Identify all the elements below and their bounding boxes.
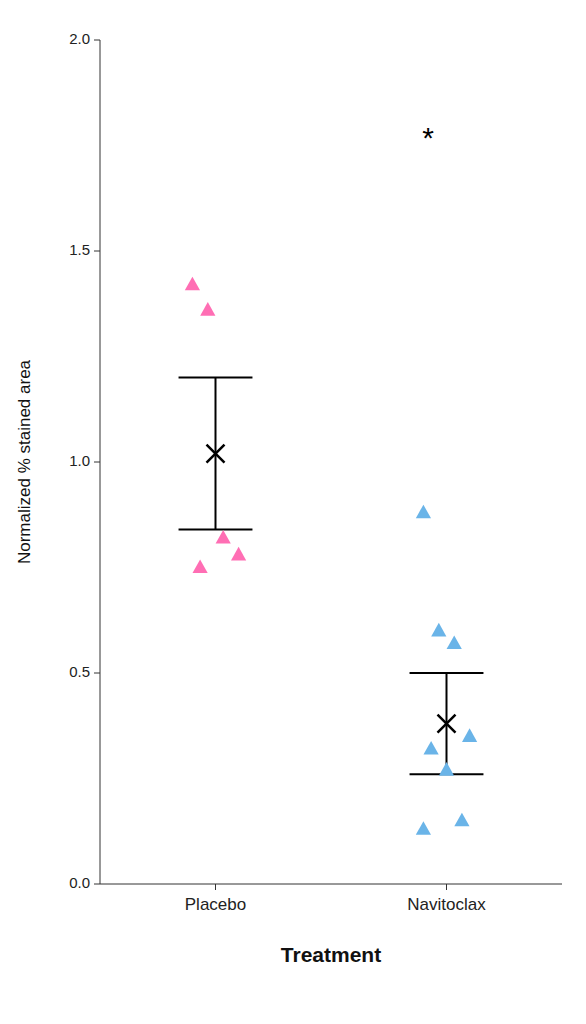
mean-marker — [438, 715, 456, 733]
y-tick — [94, 673, 100, 674]
y-tick — [94, 40, 100, 41]
point — [185, 277, 200, 291]
chart: 0.0 0.5 1.0 1.5 2.0 Placebo Navitoclax Treatmen… — [0, 0, 586, 1024]
point — [416, 505, 431, 519]
x-axis — [100, 884, 562, 885]
point — [424, 741, 439, 755]
point — [216, 530, 231, 544]
x-tick — [215, 884, 216, 890]
point — [416, 821, 431, 835]
point — [200, 302, 215, 316]
x-tick — [446, 884, 447, 890]
error-cap-upper — [179, 377, 253, 379]
point — [431, 623, 446, 637]
point — [231, 547, 246, 561]
point — [439, 762, 454, 776]
y-axis — [100, 40, 101, 884]
y-tick — [94, 251, 100, 252]
y-tick-label: 0.5 — [69, 663, 90, 680]
point — [447, 635, 462, 649]
y-axis-label: Normalized % stained area — [15, 359, 34, 564]
y-tick-label: 1.5 — [69, 241, 90, 258]
point — [462, 728, 477, 742]
plot-area — [179, 277, 484, 835]
error-cap-upper — [410, 672, 484, 674]
y-tick-label: 1.0 — [69, 452, 90, 469]
y-tick-label: 0.0 — [69, 874, 90, 891]
y-tick-label: 2.0 — [69, 30, 90, 47]
y-tick — [94, 462, 100, 463]
x-tick-label: Placebo — [185, 895, 246, 914]
x-axis-label: Treatment — [281, 943, 381, 966]
point — [454, 813, 469, 827]
point — [193, 560, 208, 574]
mean-marker — [207, 445, 225, 463]
significance: * — [422, 121, 434, 154]
error-cap-lower — [179, 529, 253, 531]
x-tick-label: Navitoclax — [407, 895, 486, 914]
y-tick — [94, 884, 100, 885]
